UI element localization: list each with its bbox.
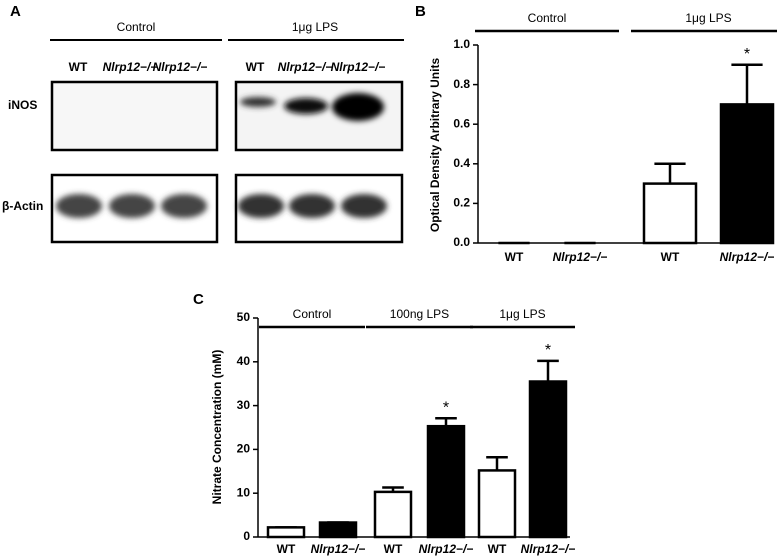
y-tick-label: 0.6 xyxy=(453,116,470,130)
y-tick-label: 1.0 xyxy=(453,37,470,51)
group-label: 1μg LPS xyxy=(685,11,731,25)
y-tick-label: 0.4 xyxy=(453,156,470,170)
bar xyxy=(318,521,358,539)
lane-label: Nlrp12−/− xyxy=(153,60,208,74)
blot-box xyxy=(50,80,219,152)
y-axis-label: Optical Density Arbitrary Units xyxy=(428,58,442,233)
row-label: iNOS xyxy=(8,98,37,112)
significance: * xyxy=(744,46,750,63)
lane-label: Nlrp12−/− xyxy=(103,60,158,74)
y-tick-label: 20 xyxy=(237,442,251,456)
group-label: 1μg LPS xyxy=(292,20,338,34)
bar xyxy=(426,424,466,539)
y-axis-label: Nitrate Concentration (mM) xyxy=(210,350,224,505)
y-tick-label: 50 xyxy=(237,310,251,324)
significance: * xyxy=(443,400,449,417)
group-label: 100ng LPS xyxy=(390,307,449,321)
group-label: 1μg LPS xyxy=(499,307,545,321)
group-label: Control xyxy=(528,11,567,25)
x-tick-label: Nlrp12−/− xyxy=(521,542,576,556)
x-tick-label: WT xyxy=(505,250,524,264)
blot-box xyxy=(50,173,219,244)
blot-box xyxy=(234,173,404,244)
panel-label: C xyxy=(193,291,204,308)
x-tick-label: WT xyxy=(277,542,296,556)
y-tick-label: 0.2 xyxy=(453,196,470,210)
lane-label: WT xyxy=(246,60,265,74)
y-tick-label: 0.0 xyxy=(453,235,470,249)
bar xyxy=(642,182,698,245)
panel-label: A xyxy=(10,3,21,20)
x-tick-label: Nlrp12−/− xyxy=(419,542,474,556)
row-label: β-Actin xyxy=(2,199,43,213)
lane-label: WT xyxy=(69,60,88,74)
y-tick-label: 30 xyxy=(237,398,251,412)
significance: * xyxy=(545,342,551,359)
x-tick-label: Nlrp12−/− xyxy=(553,250,608,264)
bar xyxy=(477,469,517,539)
bar xyxy=(373,490,413,539)
lane-label: Nlrp12−/− xyxy=(278,60,333,74)
x-tick-label: WT xyxy=(488,542,507,556)
x-tick-label: Nlrp12−/− xyxy=(720,250,775,264)
x-tick-label: Nlrp12−/− xyxy=(311,542,366,556)
blot-bands xyxy=(56,93,387,218)
bar xyxy=(528,380,568,539)
bar xyxy=(719,103,775,245)
y-tick-label: 0 xyxy=(243,529,250,543)
panel-label: B xyxy=(415,3,426,20)
group-label: Control xyxy=(293,307,332,321)
y-tick-label: 10 xyxy=(237,485,251,499)
x-tick-label: WT xyxy=(661,250,680,264)
lane-label: Nlrp12−/− xyxy=(331,60,386,74)
x-tick-label: WT xyxy=(384,542,403,556)
group-label: Control xyxy=(117,20,156,34)
bar xyxy=(266,526,306,539)
y-tick-label: 0.8 xyxy=(453,77,470,91)
y-tick-label: 40 xyxy=(237,354,251,368)
